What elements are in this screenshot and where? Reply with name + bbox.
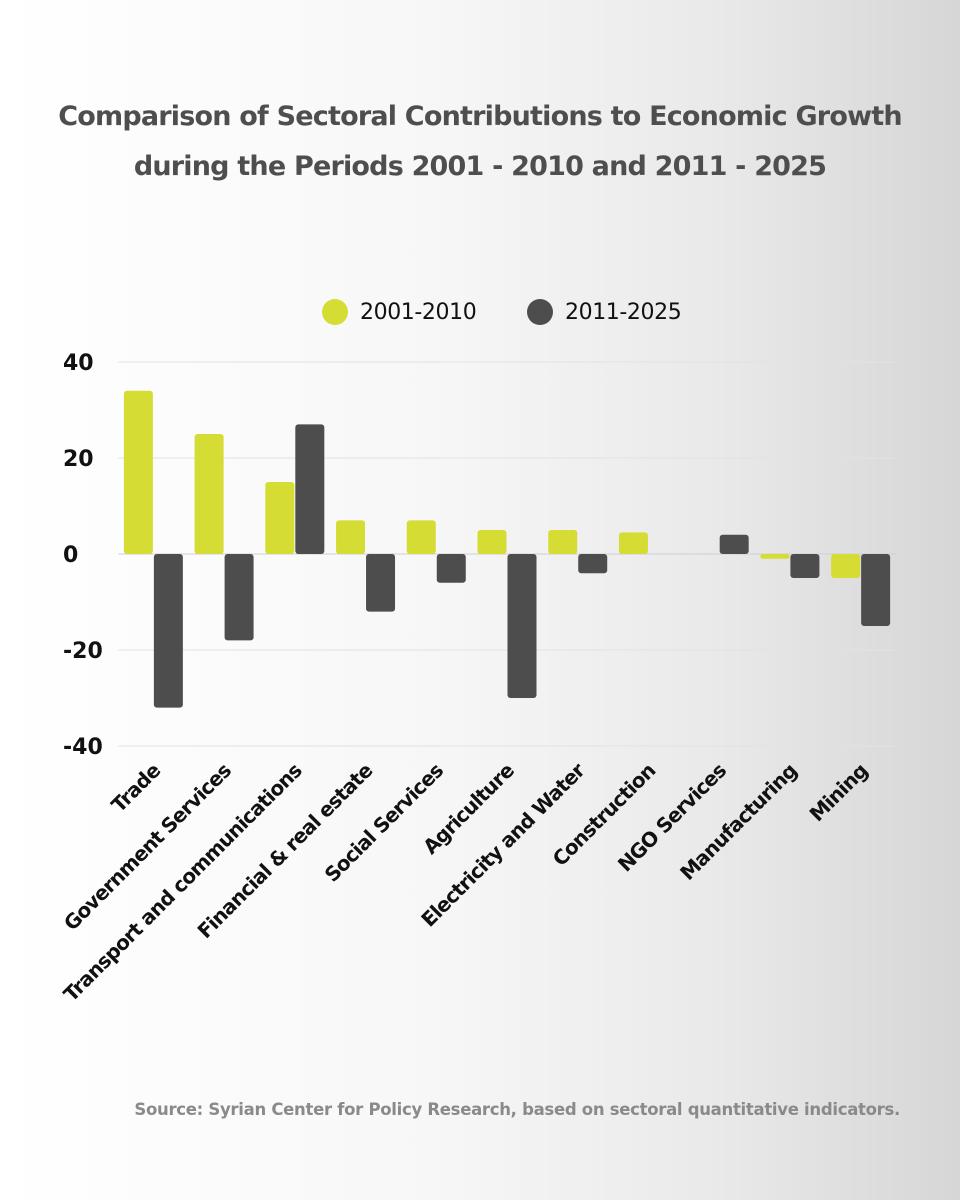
bar-2011-2025-ngo-services — [719, 534, 749, 554]
source-note: Source: Syrian Center for Policy Researc… — [134, 1100, 900, 1119]
y-tick-label: 0 — [63, 543, 78, 568]
bar-2001-2010-agriculture — [477, 530, 507, 554]
chart-legend: 2001-2010 2011-2025 — [0, 293, 960, 333]
bar-2001-2010-financial-real-estate — [336, 520, 366, 554]
bar-2001-2010-mining — [831, 554, 861, 578]
bar-2011-2025-mining — [861, 554, 891, 626]
y-tick-label: -40 — [63, 735, 103, 760]
x-tick-label-trade: Trade — [106, 758, 165, 817]
bar-2011-2025-social-services — [436, 554, 466, 583]
legend-swatch-2001-2010 — [322, 299, 348, 325]
bar-2011-2025-agriculture — [507, 554, 537, 698]
bar-2011-2025-electricity-and-water — [578, 554, 608, 574]
y-tick-label: -20 — [63, 639, 103, 664]
x-tick-label-mining: Mining — [805, 759, 873, 827]
legend-item-2011-2025: 2011-2025 — [527, 299, 682, 325]
bar-2011-2025-manufacturing — [790, 554, 820, 578]
bar-2011-2025-transport-and-communications — [295, 424, 325, 554]
legend-swatch-2011-2025 — [527, 299, 553, 325]
bar-2011-2025-trade — [153, 554, 183, 708]
x-tick-label-social-services: Social Services — [320, 759, 448, 887]
legend-label-2011-2025: 2011-2025 — [565, 299, 682, 325]
bar-2001-2010-transport-and-communications — [265, 482, 295, 554]
bar-2001-2010-construction — [618, 532, 648, 554]
legend-label-2001-2010: 2001-2010 — [360, 299, 477, 325]
chart-title-line-1: Comparison of Sectoral Contributions to … — [58, 101, 902, 132]
bar-2001-2010-social-services — [406, 520, 436, 554]
chart-title: Comparison of Sectoral Contributions to … — [20, 92, 940, 192]
y-tick-label: 40 — [63, 351, 94, 376]
y-tick-label: 20 — [63, 447, 94, 472]
legend-item-2001-2010: 2001-2010 — [322, 299, 477, 325]
chart-title-line-2: during the Periods 2001 - 2010 and 2011 … — [133, 151, 827, 182]
bar-2011-2025-government-services — [224, 554, 254, 641]
bar-2001-2010-trade — [123, 390, 153, 554]
bar-2001-2010-electricity-and-water — [548, 530, 578, 554]
bar-2001-2010-government-services — [194, 434, 224, 554]
bar-2001-2010-manufacturing — [760, 554, 790, 559]
bar-2011-2025-financial-real-estate — [366, 554, 396, 612]
